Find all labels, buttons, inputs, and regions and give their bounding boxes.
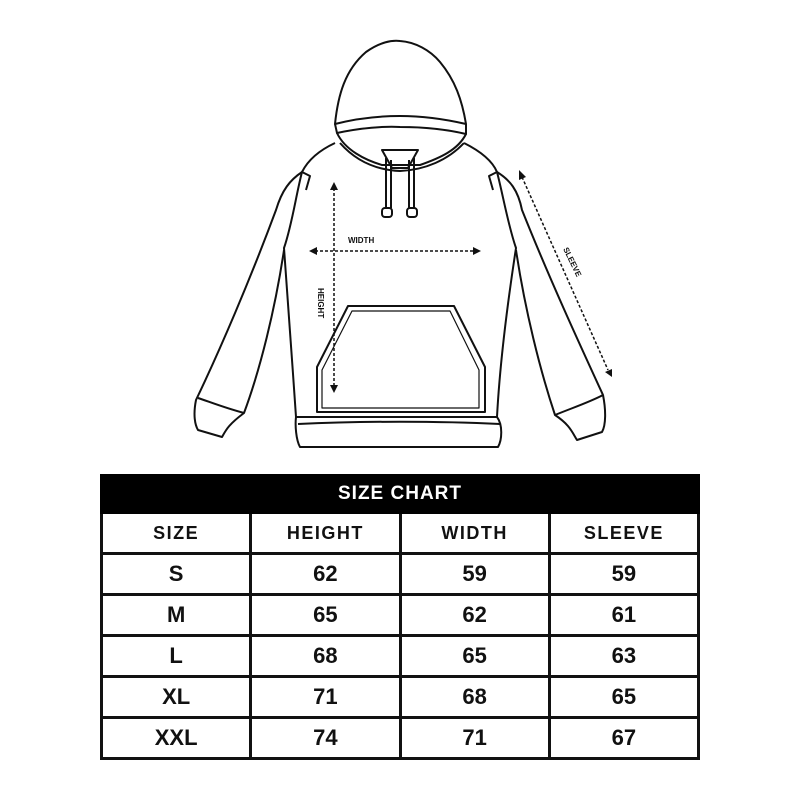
cell-height: 65 (249, 593, 402, 637)
table-row: XL 71 68 65 (99, 675, 701, 719)
cell-size: XXL (99, 716, 253, 760)
column-header-height: HEIGHT (249, 511, 402, 555)
cell-width: 59 (398, 552, 551, 596)
table-header-row: SIZE HEIGHT WIDTH SLEEVE (99, 511, 701, 555)
cell-height: 71 (249, 675, 402, 719)
cell-width: 68 (398, 675, 551, 719)
cell-width: 65 (398, 634, 551, 678)
cell-sleeve: 65 (547, 675, 701, 719)
table-row: XXL 74 71 67 (99, 716, 701, 760)
column-header-size: SIZE (99, 511, 253, 555)
cell-sleeve: 67 (547, 716, 701, 760)
table-row: M 65 62 61 (99, 593, 701, 637)
width-label: WIDTH (348, 236, 374, 245)
cell-size: XL (99, 675, 253, 719)
cell-height: 68 (249, 634, 402, 678)
cell-width: 71 (398, 716, 551, 760)
cell-size: M (99, 593, 253, 637)
measurement-arrows (315, 176, 609, 387)
cell-width: 62 (398, 593, 551, 637)
arrowheads (309, 170, 612, 393)
cell-sleeve: 63 (547, 634, 701, 678)
size-chart-table: SIZE CHART SIZE HEIGHT WIDTH SLEEVE S 62 5… (99, 474, 701, 760)
cell-sleeve: 59 (547, 552, 701, 596)
height-label: HEIGHT (316, 288, 325, 318)
cell-height: 74 (249, 716, 402, 760)
cell-sleeve: 61 (547, 593, 701, 637)
table-row: L 68 65 63 (99, 634, 701, 678)
hoodie-diagram: WIDTH HEIGHT SLEEVE (193, 39, 612, 448)
sleeve-arrow (521, 176, 609, 371)
hoodie-outline (193, 39, 607, 448)
size-chart-title: SIZE CHART (100, 474, 700, 514)
cell-size: L (99, 634, 253, 678)
cell-size: S (99, 552, 253, 596)
table-row: S 62 59 59 (99, 552, 701, 596)
column-header-sleeve: SLEEVE (547, 511, 701, 555)
cell-height: 62 (249, 552, 402, 596)
column-header-width: WIDTH (398, 511, 551, 555)
